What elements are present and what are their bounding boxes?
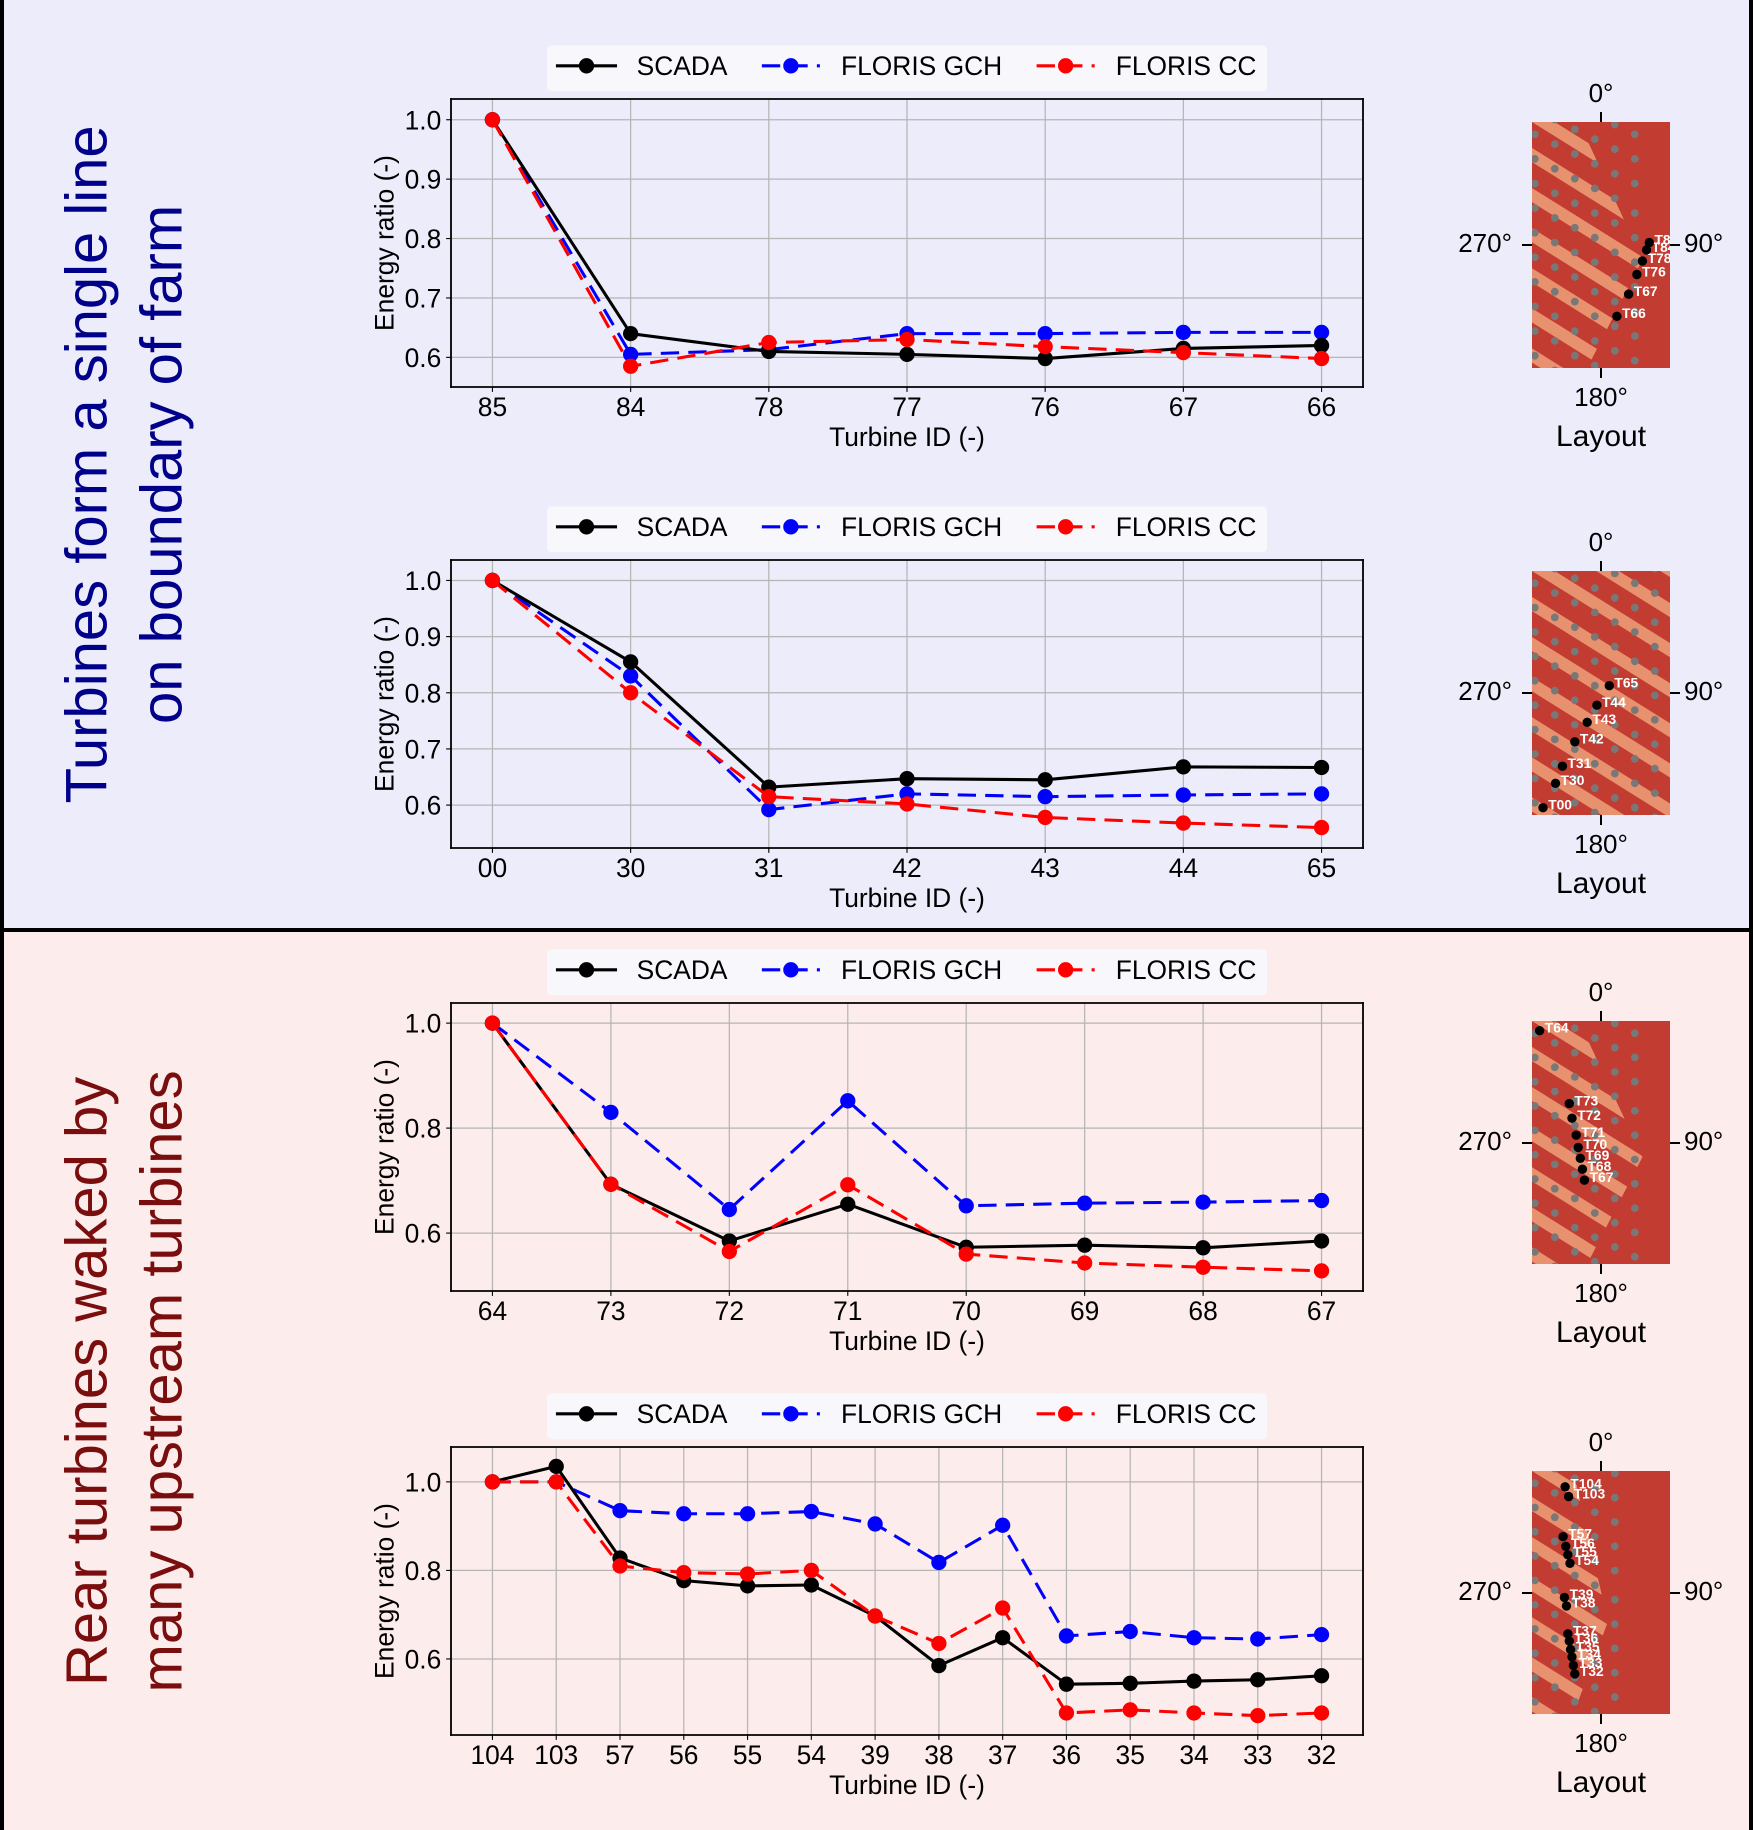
svg-text:T103: T103 [1574, 1486, 1606, 1501]
svg-text:32: 32 [1307, 1740, 1336, 1770]
svg-text:00: 00 [478, 853, 507, 883]
svg-text:Turbine ID (-): Turbine ID (-) [829, 1326, 985, 1356]
svg-text:FLORIS GCH: FLORIS GCH [841, 1399, 1002, 1429]
svg-text:T54: T54 [1575, 1553, 1599, 1568]
svg-text:0.9: 0.9 [405, 165, 442, 195]
svg-text:FLORIS GCH: FLORIS GCH [841, 955, 1002, 985]
svg-text:Turbine ID (-): Turbine ID (-) [829, 883, 985, 913]
svg-text:72: 72 [715, 1296, 744, 1326]
svg-text:0.8: 0.8 [405, 1114, 442, 1144]
svg-text:T85: T85 [1655, 232, 1671, 247]
svg-text:69: 69 [1070, 1296, 1099, 1326]
svg-text:66: 66 [1307, 392, 1336, 422]
svg-text:76: 76 [1031, 392, 1060, 422]
svg-text:SCADA: SCADA [637, 51, 728, 81]
svg-text:30: 30 [616, 853, 645, 883]
svg-text:FLORIS GCH: FLORIS GCH [841, 51, 1002, 81]
svg-text:1.0: 1.0 [405, 566, 442, 596]
svg-text:57: 57 [605, 1740, 634, 1770]
svg-text:T44: T44 [1602, 695, 1626, 710]
svg-text:0.9: 0.9 [405, 622, 442, 652]
svg-text:43: 43 [1031, 853, 1060, 883]
svg-text:85: 85 [478, 392, 507, 422]
svg-text:56: 56 [669, 1740, 698, 1770]
svg-text:Turbine ID (-): Turbine ID (-) [829, 1770, 985, 1800]
svg-text:FLORIS GCH: FLORIS GCH [841, 512, 1002, 542]
svg-text:42: 42 [892, 853, 921, 883]
svg-text:70: 70 [952, 1296, 981, 1326]
svg-text:55: 55 [733, 1740, 762, 1770]
svg-text:SCADA: SCADA [637, 1399, 728, 1429]
svg-text:T64: T64 [1545, 1021, 1569, 1036]
svg-text:39: 39 [860, 1740, 889, 1770]
svg-text:0.6: 0.6 [405, 343, 442, 373]
svg-text:78: 78 [754, 392, 783, 422]
svg-text:T65: T65 [1614, 676, 1638, 691]
svg-text:1.0: 1.0 [405, 1009, 442, 1039]
svg-text:SCADA: SCADA [637, 512, 728, 542]
svg-text:0.7: 0.7 [405, 284, 442, 314]
svg-text:31: 31 [754, 853, 783, 883]
svg-text:0.6: 0.6 [405, 1645, 442, 1675]
svg-text:T67: T67 [1590, 1170, 1614, 1185]
svg-text:Energy ratio (-): Energy ratio (-) [371, 616, 400, 792]
svg-text:Energy ratio (-): Energy ratio (-) [371, 1059, 400, 1235]
svg-text:T67: T67 [1634, 284, 1658, 299]
svg-text:104: 104 [470, 1740, 514, 1770]
svg-text:Energy ratio (-): Energy ratio (-) [371, 1503, 400, 1679]
svg-text:77: 77 [892, 392, 921, 422]
svg-text:T00: T00 [1548, 798, 1572, 813]
svg-text:T32: T32 [1580, 1664, 1604, 1679]
svg-text:FLORIS CC: FLORIS CC [1116, 51, 1257, 81]
svg-text:37: 37 [988, 1740, 1017, 1770]
svg-text:0.8: 0.8 [405, 224, 442, 254]
svg-text:84: 84 [616, 392, 645, 422]
svg-text:54: 54 [797, 1740, 826, 1770]
svg-text:1.0: 1.0 [405, 105, 442, 135]
svg-text:44: 44 [1169, 853, 1198, 883]
svg-text:67: 67 [1169, 392, 1198, 422]
svg-text:FLORIS CC: FLORIS CC [1116, 1399, 1257, 1429]
svg-text:35: 35 [1116, 1740, 1145, 1770]
svg-text:0.8: 0.8 [405, 678, 442, 708]
svg-text:0.8: 0.8 [405, 1556, 442, 1586]
svg-text:T31: T31 [1568, 756, 1592, 771]
svg-text:T73: T73 [1574, 1094, 1598, 1109]
svg-text:65: 65 [1307, 853, 1336, 883]
svg-text:T38: T38 [1572, 1596, 1596, 1611]
svg-text:Energy ratio (-): Energy ratio (-) [371, 155, 400, 331]
svg-text:71: 71 [833, 1296, 862, 1326]
svg-text:36: 36 [1052, 1740, 1081, 1770]
svg-text:T72: T72 [1577, 1108, 1601, 1123]
svg-text:T66: T66 [1622, 306, 1646, 321]
svg-text:64: 64 [478, 1296, 507, 1326]
svg-text:33: 33 [1243, 1740, 1272, 1770]
svg-text:FLORIS CC: FLORIS CC [1116, 512, 1257, 542]
svg-text:T30: T30 [1561, 773, 1585, 788]
svg-text:34: 34 [1179, 1740, 1208, 1770]
svg-text:T76: T76 [1642, 264, 1666, 279]
svg-text:0.7: 0.7 [405, 734, 442, 764]
svg-text:T42: T42 [1580, 732, 1604, 747]
svg-text:T43: T43 [1592, 712, 1616, 727]
svg-text:0.6: 0.6 [405, 791, 442, 821]
svg-text:1.0: 1.0 [405, 1467, 442, 1497]
svg-text:73: 73 [596, 1296, 625, 1326]
svg-text:SCADA: SCADA [637, 955, 728, 985]
svg-text:0.6: 0.6 [405, 1219, 442, 1249]
svg-text:38: 38 [924, 1740, 953, 1770]
svg-text:Turbine ID (-): Turbine ID (-) [829, 422, 985, 452]
svg-text:103: 103 [534, 1740, 578, 1770]
svg-text:67: 67 [1307, 1296, 1336, 1326]
svg-text:68: 68 [1188, 1296, 1217, 1326]
svg-text:FLORIS CC: FLORIS CC [1116, 955, 1257, 985]
